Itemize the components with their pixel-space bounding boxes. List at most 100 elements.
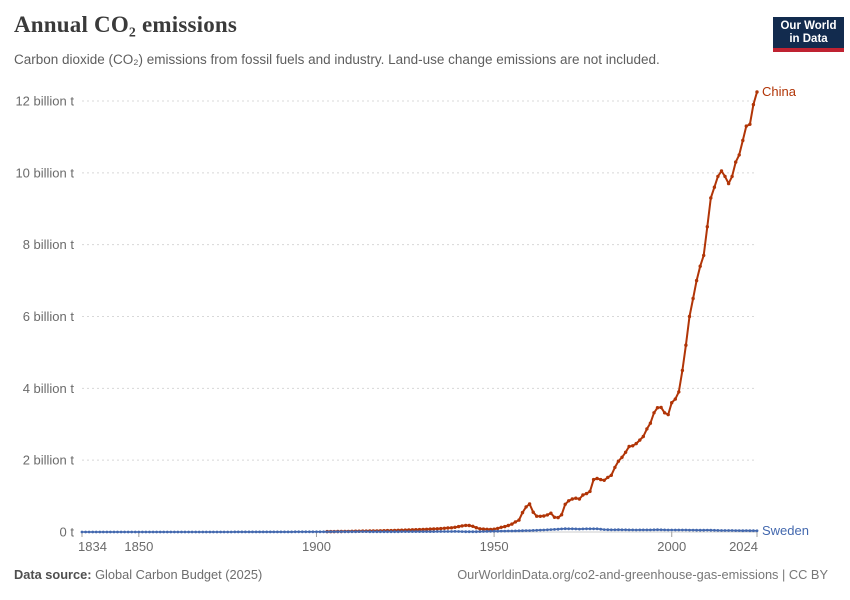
data-point[interactable]: [101, 530, 105, 534]
data-point[interactable]: [126, 530, 130, 534]
data-point[interactable]: [464, 530, 468, 534]
data-point[interactable]: [450, 530, 453, 533]
data-point[interactable]: [112, 530, 116, 534]
data-point[interactable]: [311, 530, 315, 534]
data-point[interactable]: [631, 528, 635, 532]
data-point[interactable]: [627, 528, 631, 532]
data-point[interactable]: [705, 528, 709, 532]
data-point[interactable]: [638, 438, 642, 442]
data-point[interactable]: [719, 169, 724, 173]
data-point[interactable]: [229, 530, 233, 534]
data-point[interactable]: [442, 526, 447, 530]
data-point[interactable]: [723, 529, 727, 532]
data-point[interactable]: [180, 530, 183, 534]
data-point[interactable]: [290, 530, 293, 534]
data-point[interactable]: [734, 529, 738, 532]
data-point[interactable]: [560, 527, 563, 531]
data-point[interactable]: [680, 368, 685, 373]
data-point[interactable]: [705, 225, 709, 229]
data-point[interactable]: [613, 465, 617, 470]
data-point[interactable]: [578, 527, 581, 531]
data-point[interactable]: [634, 441, 638, 446]
data-point[interactable]: [620, 528, 624, 532]
data-point[interactable]: [677, 528, 681, 532]
data-point[interactable]: [130, 530, 134, 534]
data-point[interactable]: [602, 528, 606, 531]
data-point[interactable]: [527, 502, 532, 506]
data-point[interactable]: [684, 528, 688, 532]
owid-logo[interactable]: Our World in Data: [773, 17, 844, 52]
data-point[interactable]: [709, 528, 713, 532]
data-point[interactable]: [744, 124, 748, 128]
data-point[interactable]: [570, 497, 574, 501]
data-point[interactable]: [538, 514, 542, 518]
data-point[interactable]: [276, 530, 279, 534]
data-point[interactable]: [517, 518, 521, 522]
data-point[interactable]: [510, 522, 514, 526]
data-point[interactable]: [162, 530, 166, 534]
data-point[interactable]: [467, 530, 471, 534]
data-point[interactable]: [648, 421, 653, 425]
data-point[interactable]: [208, 530, 212, 534]
data-point[interactable]: [449, 526, 454, 530]
data-point[interactable]: [474, 530, 478, 534]
data-point[interactable]: [411, 530, 414, 533]
data-point[interactable]: [187, 530, 191, 534]
data-point[interactable]: [563, 502, 567, 506]
data-point[interactable]: [702, 253, 706, 258]
data-point[interactable]: [354, 530, 357, 534]
data-point[interactable]: [428, 527, 432, 531]
data-point[interactable]: [489, 529, 492, 533]
data-point[interactable]: [389, 530, 393, 534]
data-point[interactable]: [496, 529, 500, 533]
data-point[interactable]: [453, 530, 457, 533]
data-point[interactable]: [559, 513, 564, 517]
data-point[interactable]: [574, 496, 578, 500]
data-point[interactable]: [474, 526, 478, 530]
data-point[interactable]: [244, 530, 247, 534]
data-point[interactable]: [141, 530, 144, 534]
data-point[interactable]: [482, 530, 485, 533]
data-point[interactable]: [595, 476, 599, 481]
data-point[interactable]: [591, 477, 596, 482]
data-point[interactable]: [233, 530, 237, 534]
data-point[interactable]: [304, 530, 308, 534]
data-point[interactable]: [212, 530, 215, 534]
data-point[interactable]: [158, 530, 162, 534]
data-point[interactable]: [545, 513, 550, 517]
data-point[interactable]: [293, 530, 297, 534]
data-point[interactable]: [556, 527, 560, 531]
data-point[interactable]: [105, 530, 109, 534]
data-point[interactable]: [627, 444, 631, 449]
data-point[interactable]: [368, 530, 372, 534]
data-point[interactable]: [741, 138, 745, 143]
data-point[interactable]: [272, 530, 276, 534]
data-point[interactable]: [236, 530, 240, 534]
data-point[interactable]: [194, 530, 198, 534]
data-point[interactable]: [265, 530, 269, 534]
data-point[interactable]: [386, 530, 389, 534]
data-point[interactable]: [155, 530, 159, 534]
data-point[interactable]: [698, 528, 702, 532]
data-point[interactable]: [418, 530, 421, 533]
data-point[interactable]: [748, 122, 752, 127]
data-point[interactable]: [215, 530, 219, 534]
data-point[interactable]: [226, 530, 230, 534]
data-point[interactable]: [723, 174, 727, 179]
data-point[interactable]: [712, 185, 717, 189]
data-point[interactable]: [109, 530, 112, 534]
data-point[interactable]: [308, 530, 311, 534]
data-point[interactable]: [456, 524, 461, 529]
data-point[interactable]: [581, 493, 585, 497]
data-point[interactable]: [662, 411, 667, 415]
data-point[interactable]: [506, 529, 510, 533]
data-point[interactable]: [151, 530, 155, 534]
data-point[interactable]: [173, 530, 176, 534]
data-point[interactable]: [382, 530, 386, 534]
data-point[interactable]: [606, 528, 610, 532]
data-point[interactable]: [268, 530, 272, 534]
data-point[interactable]: [80, 530, 84, 534]
data-point[interactable]: [325, 530, 329, 534]
data-point[interactable]: [641, 434, 645, 439]
data-point[interactable]: [531, 510, 535, 514]
